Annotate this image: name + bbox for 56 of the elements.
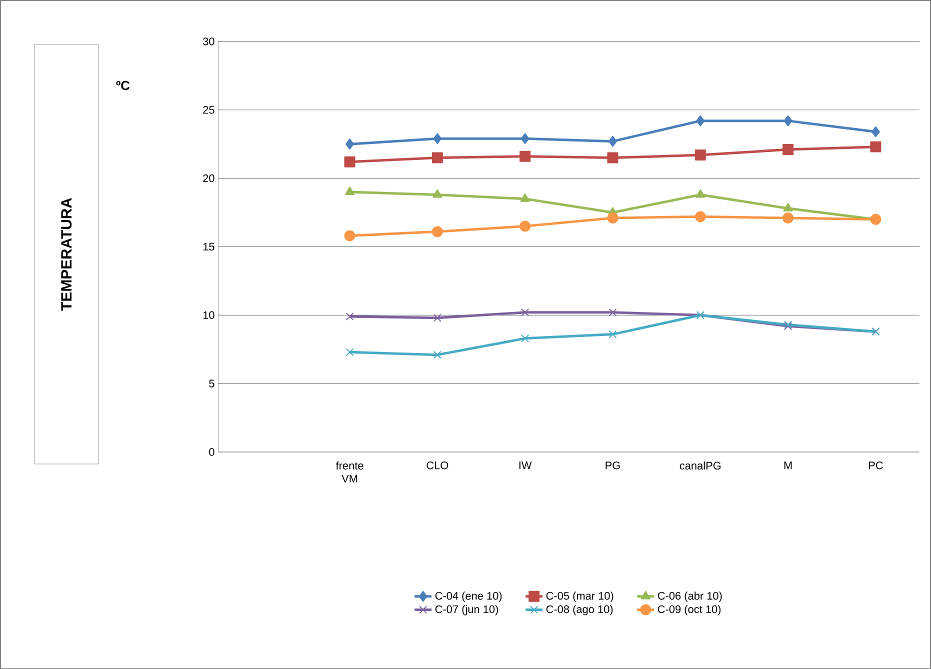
- point: [696, 115, 705, 126]
- point: [344, 230, 356, 242]
- point: [607, 212, 618, 224]
- point: [520, 193, 530, 202]
- point: [520, 132, 530, 144]
- text: ºC: [116, 80, 130, 90]
- point: [346, 138, 354, 150]
- y-tick-label: 25: [203, 106, 214, 114]
- legend-label: C-09 (oct 10): [658, 604, 721, 616]
- y-tick-label: 5: [209, 380, 214, 388]
- point: [784, 115, 792, 126]
- point: [870, 214, 882, 225]
- legend-label: C-04 (ene 10): [435, 592, 502, 602]
- point: [432, 189, 442, 198]
- legend-label: C-05 (mar 10): [546, 592, 614, 602]
- point: [696, 189, 706, 198]
- y-tick-label: 15: [203, 242, 214, 250]
- x-tick-label: PC: [868, 461, 883, 470]
- point: [432, 152, 443, 164]
- point: [871, 126, 880, 138]
- point: [521, 308, 530, 316]
- point: [608, 136, 617, 147]
- point: [782, 144, 794, 155]
- x-tick-label: IW: [519, 461, 532, 469]
- point: [520, 220, 531, 232]
- point: [344, 186, 355, 195]
- point: [520, 150, 531, 162]
- point: [607, 152, 618, 164]
- point: [782, 212, 794, 224]
- point: [694, 149, 706, 160]
- x-tick-label: frente VM: [336, 461, 364, 482]
- point: [346, 348, 354, 356]
- y-tick-label: 30: [203, 37, 214, 46]
- point: [344, 156, 356, 168]
- x-tick-label: CLO: [426, 461, 448, 470]
- point: [432, 226, 443, 238]
- x-tick-label: M: [784, 461, 792, 469]
- y-tick-label: 10: [203, 311, 214, 319]
- legend-label: C-06 (abr 10): [658, 592, 722, 602]
- point: [694, 210, 706, 222]
- point: [433, 314, 442, 322]
- point: [783, 202, 793, 212]
- point: [608, 308, 617, 316]
- x-tick-label: canalPG: [680, 461, 721, 470]
- legend-label: C-07 (jun 10): [435, 604, 498, 616]
- point: [346, 312, 354, 320]
- point: [870, 141, 882, 152]
- legend-label: C-08 (ago 10): [546, 604, 613, 616]
- x-tick-label: PG: [606, 461, 620, 470]
- y-tick-label: 0: [209, 448, 214, 456]
- point: [433, 350, 442, 359]
- y-tick-label: 20: [203, 174, 214, 182]
- point: [433, 132, 442, 144]
- text: TEMPERATURA: [61, 198, 72, 311]
- point: [608, 330, 617, 338]
- point: [521, 334, 530, 342]
